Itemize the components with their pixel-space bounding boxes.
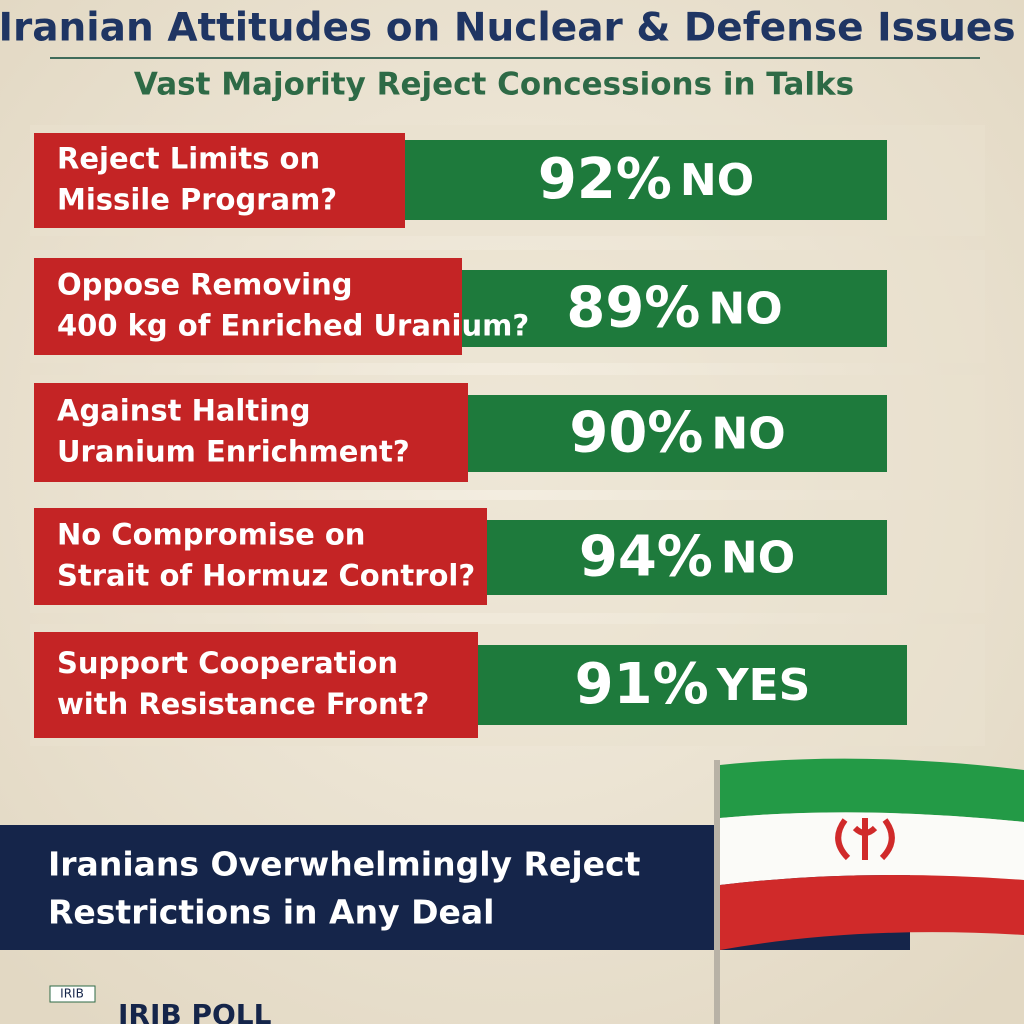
- result: 92% NO: [538, 147, 754, 212]
- question-box: [34, 632, 478, 738]
- source: IRIB POLL: [118, 998, 272, 1024]
- question-line: Strait of Hormuz Control?: [57, 559, 475, 593]
- logo-box: [49, 985, 96, 1003]
- answer-bar: [403, 140, 887, 220]
- question-box: [34, 508, 487, 605]
- answer: NO: [721, 533, 795, 584]
- result: 91% YES: [575, 652, 811, 717]
- question-line: Support Cooperation: [57, 646, 398, 680]
- question-line: Reject Limits on: [57, 142, 320, 176]
- result: 94% NO: [579, 525, 795, 590]
- answer: YES: [716, 660, 811, 711]
- percent: 90%: [569, 401, 703, 466]
- logo: IRIB: [60, 987, 84, 1001]
- banner-line: Restrictions in Any Deal: [48, 893, 494, 932]
- question-line: Oppose Removing: [57, 268, 353, 302]
- percent: 94%: [579, 525, 713, 590]
- question-line: 400 kg of Enriched Uranium?: [57, 309, 529, 343]
- question-line: with Resistance Front?: [57, 687, 429, 721]
- question-box: [34, 383, 468, 482]
- answer-bar: [476, 645, 907, 725]
- question-line: Uranium Enrichment?: [57, 435, 410, 469]
- subtitle: Vast Majority Reject Concessions in Talk…: [134, 67, 854, 103]
- banner-line: Iranians Overwhelmingly Reject: [48, 845, 641, 884]
- question-box: [34, 258, 462, 355]
- answer: NO: [708, 284, 782, 335]
- answer-bar: [460, 270, 887, 347]
- title: Iranian Attitudes on Nuclear & Defense I…: [0, 6, 1016, 51]
- percent: 92%: [538, 147, 672, 212]
- answer: NO: [680, 155, 754, 206]
- answer-bar: [485, 520, 887, 595]
- result: 90% NO: [569, 401, 785, 466]
- answer-bar: [466, 395, 887, 472]
- flag: [714, 758, 1024, 1024]
- result: 89% NO: [566, 276, 782, 341]
- answer: NO: [711, 409, 785, 460]
- question-box: [34, 133, 405, 228]
- question-line: No Compromise on: [57, 518, 365, 552]
- question-line: Against Halting: [57, 394, 311, 428]
- question-line: Missile Program?: [57, 183, 337, 217]
- percent: 89%: [566, 276, 700, 341]
- percent: 91%: [575, 652, 709, 717]
